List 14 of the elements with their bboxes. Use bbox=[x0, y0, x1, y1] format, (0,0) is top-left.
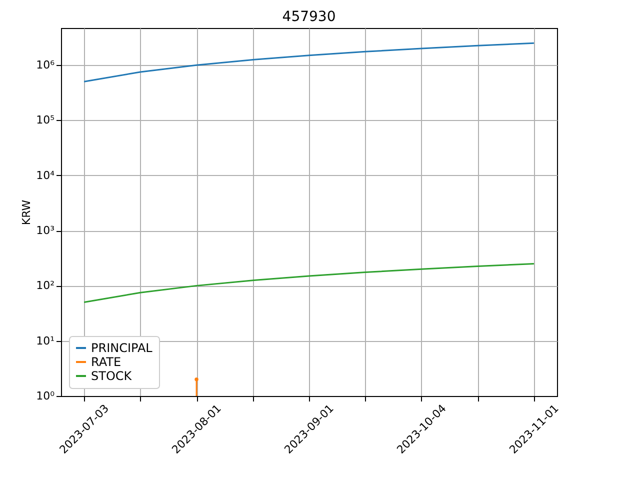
legend-label: RATE bbox=[91, 355, 122, 369]
y-tick-label: 10⁴ bbox=[36, 168, 56, 182]
y-tick-label: 10² bbox=[36, 279, 54, 292]
y-tick-label: 10⁶ bbox=[36, 58, 56, 72]
line-series bbox=[83, 262, 535, 304]
line-series bbox=[83, 42, 535, 82]
y-tick-label: 10³ bbox=[36, 224, 54, 238]
legend-label: STOCK bbox=[91, 369, 133, 383]
y-tick-label: 10⁰ bbox=[36, 390, 56, 402]
chart-title: 457930 bbox=[282, 9, 336, 25]
y-tick-label: 10¹ bbox=[36, 334, 54, 348]
legend-label: PRINCIPAL bbox=[91, 341, 153, 355]
y-tick-label: 10⁵ bbox=[36, 114, 54, 127]
y-axis-title: KRW bbox=[20, 200, 34, 226]
